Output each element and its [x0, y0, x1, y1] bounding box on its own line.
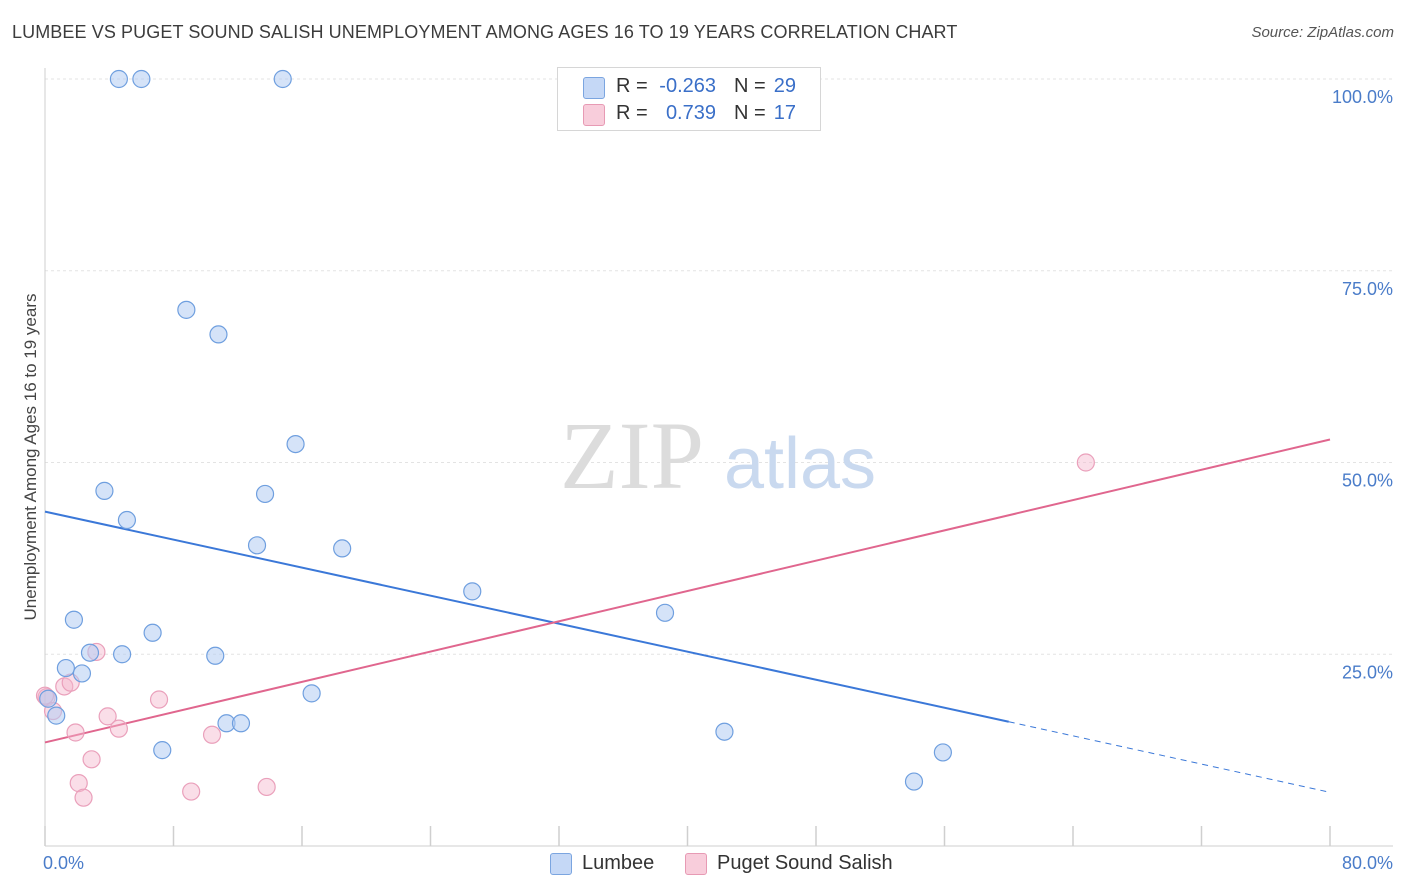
x-tick-label: 0.0%	[43, 853, 84, 873]
lumbee-point	[302, 684, 321, 703]
y-tick-label: 50.0%	[1342, 471, 1393, 491]
lumbee-point	[72, 664, 92, 683]
x-tick-label: 80.0%	[1342, 853, 1393, 873]
lumbee-point	[112, 645, 132, 664]
lumbee-trendline	[44, 510, 1009, 723]
tick-labels: 25.0% 50.0% 75.0% 100.0% 0.0% 80.0%	[43, 87, 1393, 873]
lumbee-n-value: 29	[773, 75, 796, 97]
salish-point	[149, 690, 169, 709]
n-label: N =	[734, 102, 766, 124]
lumbee-point	[95, 481, 114, 500]
salish-point	[109, 719, 128, 738]
lumbee-point	[132, 69, 151, 89]
y-tick-label: 25.0%	[1342, 662, 1393, 682]
lumbee-point	[80, 643, 100, 662]
lumbee-point	[206, 646, 225, 665]
y-axis-label: Unemployment Among Ages 16 to 19 years	[21, 294, 40, 621]
lumbee-point	[904, 772, 924, 791]
lumbee-point	[247, 536, 267, 555]
lumbee-point	[109, 69, 128, 89]
y-tick-label: 75.0%	[1342, 279, 1393, 299]
lumbee-point	[56, 658, 75, 678]
lumbee-trendline-extension	[1008, 721, 1331, 793]
lumbee-point	[153, 741, 172, 760]
salish-point	[98, 707, 117, 726]
data-points	[35, 69, 1095, 807]
salish-point	[1076, 453, 1095, 472]
salish-point	[257, 777, 276, 797]
salish-point	[82, 750, 101, 769]
watermark-atlas: atlas	[724, 424, 876, 504]
lumbee-swatch	[583, 77, 605, 99]
lumbee-point	[64, 610, 84, 629]
lumbee-point	[333, 539, 352, 558]
source-credit: Source: ZipAtlas.com	[1251, 24, 1394, 41]
legend-row-salish: R = 0.739 N = 17	[558, 100, 820, 128]
salish-point	[202, 725, 222, 744]
watermark: ZIP atlas	[560, 402, 876, 509]
y-tick-label: 100.0%	[1332, 87, 1393, 107]
axes	[44, 68, 1393, 847]
lumbee-point	[255, 484, 275, 504]
lumbee-legend-swatch	[550, 853, 572, 875]
salish-point	[69, 774, 88, 793]
salish-r-value: 0.739	[665, 102, 716, 124]
lumbee-point	[47, 706, 66, 725]
lumbee-point	[933, 743, 952, 762]
lumbee-point	[209, 325, 228, 344]
gridlines	[45, 78, 1393, 655]
lumbee-legend-label: Lumbee	[582, 852, 655, 874]
lumbee-point	[286, 434, 305, 454]
chart-title: LUMBEE VS PUGET SOUND SALISH UNEMPLOYMEN…	[12, 22, 958, 42]
salish-swatch	[583, 104, 605, 126]
n-label: N =	[734, 75, 766, 97]
salish-point	[66, 723, 85, 742]
lumbee-r-value: -0.263	[659, 75, 716, 97]
salish-legend-swatch	[685, 853, 707, 875]
watermark-zip: ZIP	[560, 402, 704, 509]
lumbee-point	[655, 603, 675, 622]
salish-legend-label: Puget Sound Salish	[717, 852, 893, 874]
r-label: R =	[616, 75, 648, 97]
lumbee-point	[117, 510, 137, 530]
salish-point	[182, 782, 201, 801]
lumbee-point	[177, 300, 196, 319]
legend-row-lumbee: R = -0.263 N = 29	[558, 73, 820, 101]
salish-n-value: 17	[773, 102, 796, 124]
r-label: R =	[616, 102, 648, 124]
lumbee-point	[39, 689, 58, 708]
lumbee-point	[273, 69, 292, 89]
lumbee-point	[143, 623, 162, 642]
salish-trendline	[44, 438, 1331, 744]
lumbee-point	[463, 582, 482, 601]
lumbee-point	[715, 722, 734, 741]
salish-point	[74, 788, 93, 807]
trendlines	[44, 438, 1331, 793]
lumbee-point	[231, 714, 251, 733]
correlation-legend: R = -0.263 N = 29 R = 0.739 N = 17	[557, 67, 821, 131]
